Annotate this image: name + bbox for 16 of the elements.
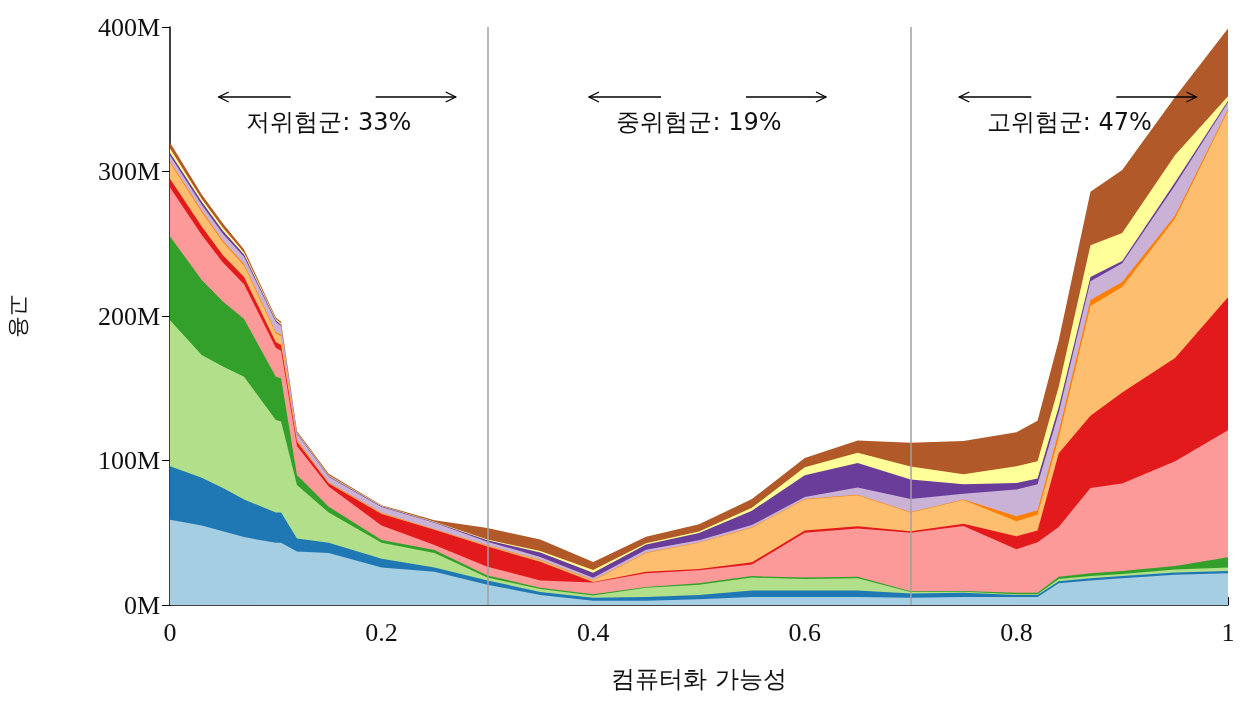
y-axis-title: 고용: [6, 294, 32, 338]
y-tick-label: 300M: [97, 157, 160, 186]
x-tick-label: 0.6: [788, 617, 822, 647]
annotation: 저위험군: 33%: [246, 108, 412, 136]
x-axis-title: 컴퓨터화 가능성: [611, 665, 787, 693]
x-tick-label: 1: [1221, 617, 1235, 647]
x-tick-label: 0.4: [576, 617, 610, 647]
y-tick-label: 100M: [97, 446, 160, 475]
y-tick-label: 0M: [123, 590, 160, 620]
y-tick-label: 200M: [97, 301, 160, 331]
x-tick-label: 0: [163, 617, 177, 647]
y-tick-label: 400M: [97, 12, 160, 42]
x-tick-label: 0.8: [1000, 617, 1033, 647]
annotation: 중위험군: 19%: [616, 108, 782, 136]
x-tick-label: 0.2: [365, 617, 398, 647]
annotation: 고위험군: 47%: [986, 108, 1152, 136]
